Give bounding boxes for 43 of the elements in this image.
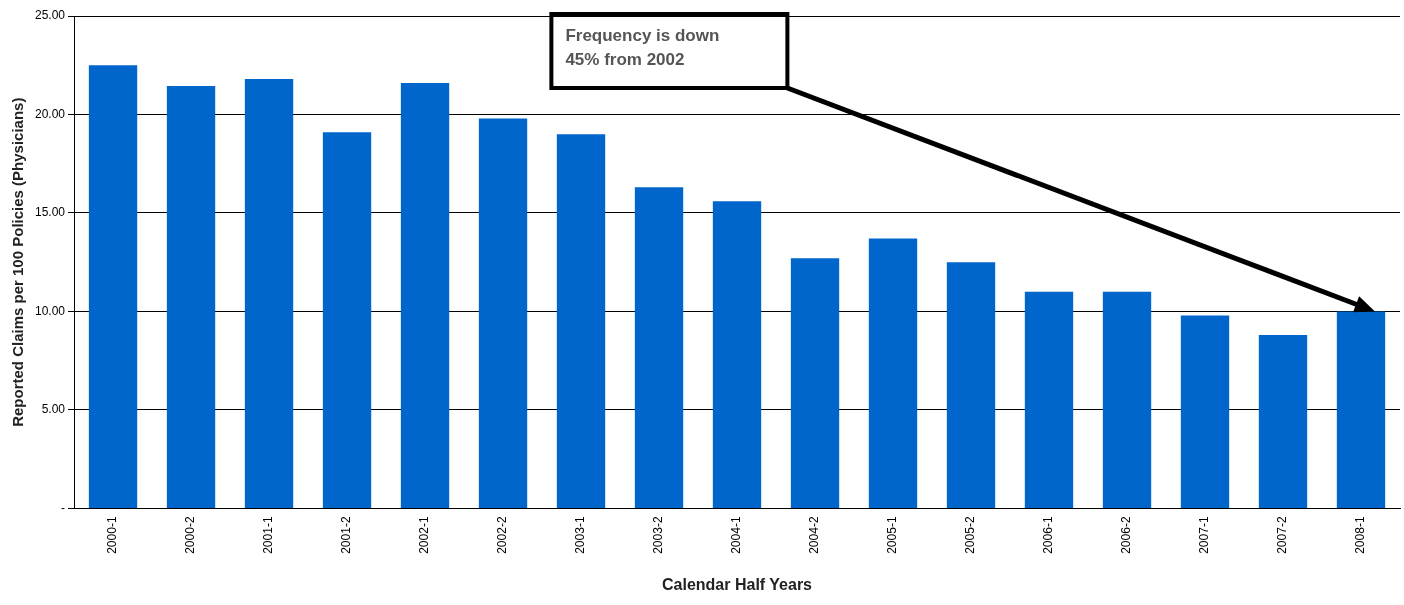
x-tick-label: 2000-1 [105,516,120,554]
y-tick-label: 20.00 [35,106,66,121]
bar [322,132,372,508]
bar [88,65,138,508]
bar [1102,291,1152,508]
x-tick-label: 2002-1 [417,516,432,554]
y-tick-label: 25.00 [35,8,66,23]
y-tick-label: - [61,500,66,515]
x-tick-label: 2006-2 [1119,516,1134,554]
bar [712,201,762,508]
bar [1180,315,1230,508]
x-tick-label: 2003-2 [651,516,666,554]
x-tick-label: 2007-1 [1197,516,1212,554]
x-tick-label: 2001-2 [339,516,354,554]
x-tick-label: 2000-2 [183,516,198,554]
bar [166,85,216,508]
x-tick-label: 2001-1 [261,516,276,554]
x-tick-label: 2004-1 [729,516,744,554]
bar [1258,335,1308,508]
bar [634,187,684,508]
bar [868,238,918,508]
bar [556,134,606,508]
x-tick-label: 2004-2 [807,516,822,554]
bar [1024,291,1074,508]
bar [400,82,450,508]
x-tick-label: 2002-2 [495,516,510,554]
y-tick-label: 5.00 [41,402,66,417]
x-tick-label: 2007-2 [1275,516,1290,554]
x-tick-label: 2005-2 [963,516,978,554]
x-tick-label: 2006-1 [1041,516,1056,554]
y-tick-label: 10.00 [35,303,66,318]
x-tick-label: 2008-1 [1353,516,1368,554]
bar [478,118,528,508]
y-axis-title: Reported Claims per 100 Policies (Physicians) [9,97,27,427]
x-tick-label: 2005-1 [885,516,900,554]
x-axis-title: Calendar Half Years [662,575,813,593]
y-tick-label: 15.00 [35,205,66,220]
bar [790,258,840,508]
x-tick-label: 2003-1 [573,516,588,554]
bar [244,79,294,508]
bar [946,262,996,508]
annotation: Frequency is down 45% from 2002 [565,26,720,70]
bar [1336,311,1386,508]
